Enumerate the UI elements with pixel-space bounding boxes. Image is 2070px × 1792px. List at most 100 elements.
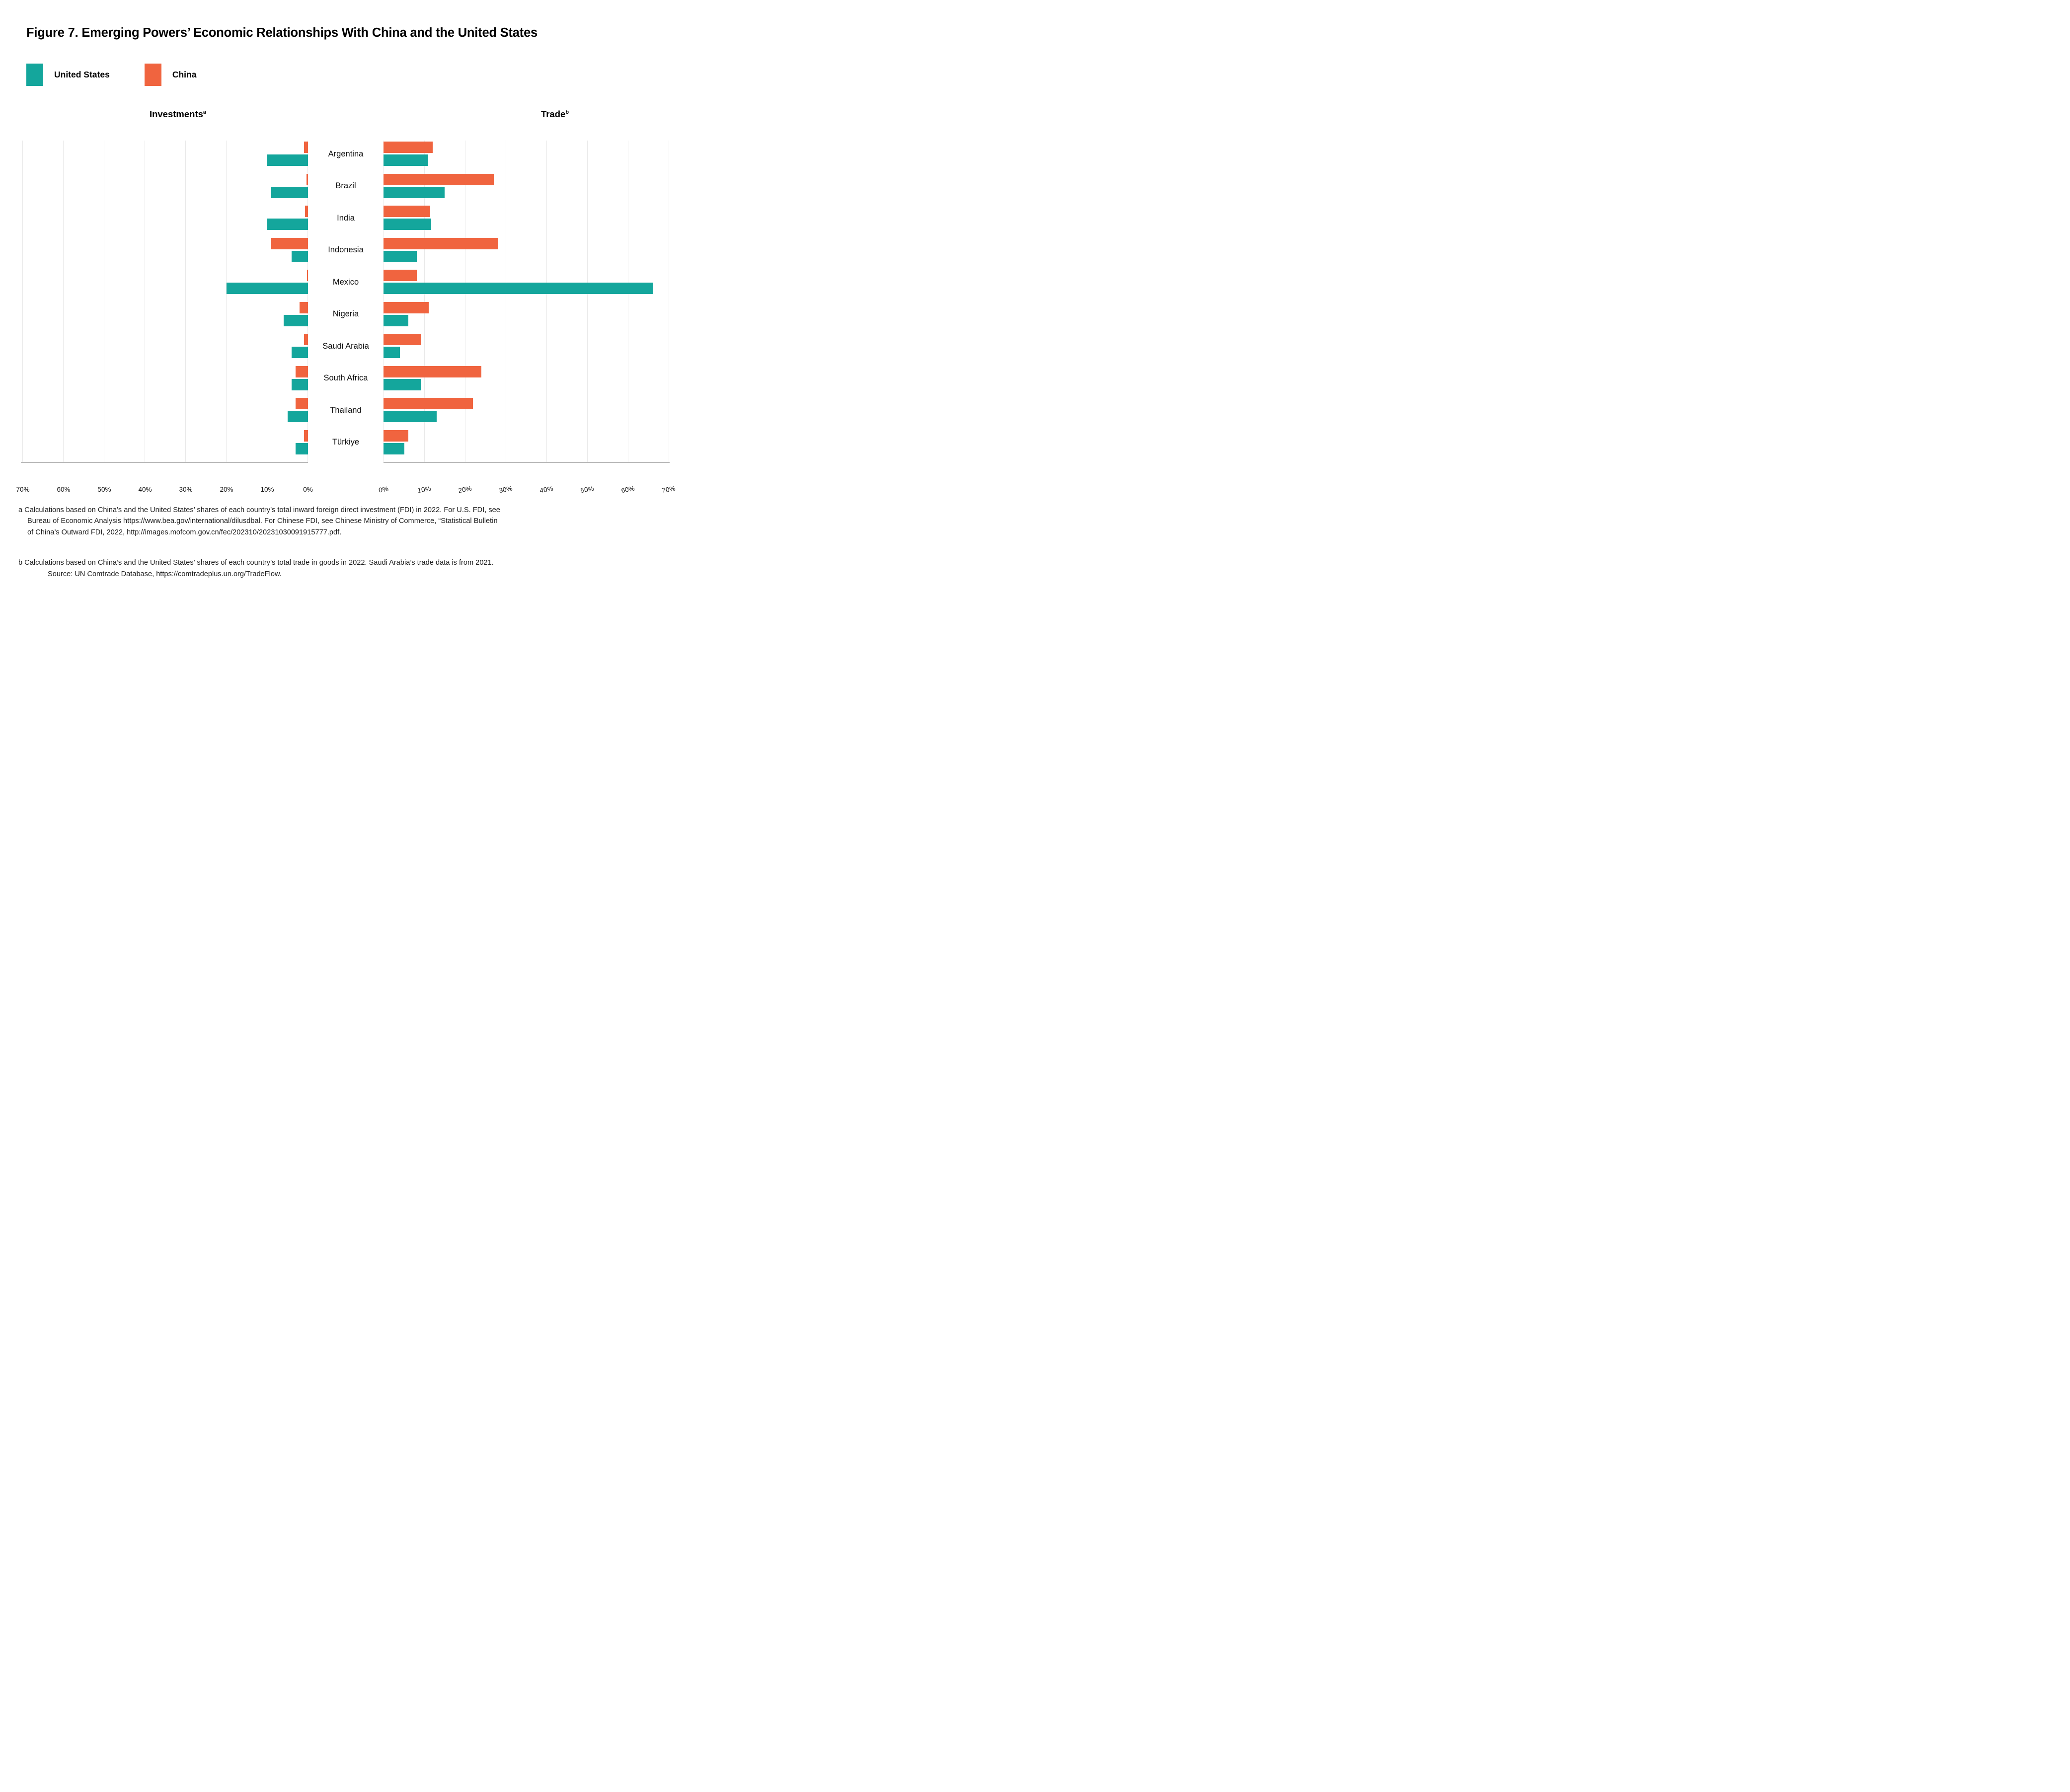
trade-axis: 0% 10% 20% 30% 40% 50% 60% 70% — [378, 484, 676, 500]
investments-row — [21, 333, 308, 365]
trade-row — [383, 237, 670, 269]
footnote-b-line: Source: UN Comtrade Database, https://co… — [48, 570, 282, 578]
investments-china-bar — [304, 334, 308, 345]
investments-china-bar — [304, 430, 308, 442]
investments-axis-tick: 70% — [16, 486, 30, 493]
trade-heading: Tradeb — [541, 109, 569, 120]
footnote-b-line: b Calculations based on China’s and the … — [18, 559, 494, 567]
trade-row — [383, 173, 670, 205]
country-label: Saudi Arabia — [322, 341, 369, 351]
investments-heading-superscript: a — [203, 109, 207, 115]
trade-row — [383, 141, 670, 173]
trade-china-bar — [383, 301, 429, 313]
investments-us-bar — [271, 186, 308, 198]
trade-china-bar — [383, 206, 430, 217]
investments-china-bar — [306, 173, 308, 185]
investments-us-bar — [292, 250, 308, 262]
trade-row — [383, 397, 670, 429]
trade-china-bar — [383, 237, 498, 249]
trade-axis-tick: 0% — [378, 485, 389, 494]
country-label: Nigeria — [332, 309, 359, 319]
investments-china-bar — [305, 206, 308, 217]
country-label: Indonesia — [328, 245, 364, 255]
investments-china-bar — [295, 366, 308, 377]
trade-china-bar — [383, 142, 433, 153]
country-label: Argentina — [328, 149, 364, 158]
trade-us-bar — [383, 186, 445, 198]
country-labels-column: Argentina Brazil India Indonesia Mexico Niger… — [308, 141, 383, 462]
country-label: Thailand — [330, 405, 362, 415]
trade-row — [383, 301, 670, 333]
trade-axis-tick: 30% — [498, 484, 513, 495]
investments-axis-tick: 50% — [97, 486, 111, 493]
investments-row — [21, 205, 308, 237]
investments-row — [21, 237, 308, 269]
investments-row — [21, 429, 308, 461]
investments-us-bar — [267, 154, 308, 166]
trade-row — [383, 429, 670, 461]
trade-row — [383, 205, 670, 237]
trade-china-bar — [383, 366, 481, 377]
trade-us-bar — [383, 347, 400, 358]
figure-title: Figure 7. Emerging Powers’ Economic Rela… — [26, 26, 538, 40]
trade-us-bar — [383, 283, 653, 294]
investments-china-bar — [304, 142, 308, 153]
investments-us-bar — [292, 378, 308, 390]
trade-axis-tick: 20% — [458, 484, 472, 495]
trade-china-bar — [383, 270, 417, 281]
investments-axis-tick: 30% — [179, 486, 193, 493]
investments-us-bar — [292, 347, 308, 358]
trade-heading-superscript: b — [565, 109, 569, 115]
legend-item-united-states: United States — [26, 64, 110, 86]
footnote-a-line: a Calculations based on China’s and the … — [18, 506, 500, 514]
trade-us-bar — [383, 219, 431, 230]
investments-row — [21, 301, 308, 333]
trade-us-bar — [383, 411, 437, 422]
trade-axis-tick: 10% — [417, 484, 432, 495]
trade-china-bar — [383, 398, 473, 409]
trade-row — [383, 333, 670, 365]
trade-us-bar — [383, 154, 429, 166]
investments-china-bar — [295, 398, 308, 409]
figure-page: Figure 7. Emerging Powers’ Economic Rela… — [0, 0, 690, 597]
trade-axis-tick: 50% — [580, 484, 595, 495]
investments-heading-label: Investments — [149, 109, 203, 119]
investments-axis-tick: 40% — [138, 486, 152, 493]
united-states-legend-label: United States — [54, 70, 110, 79]
investments-us-bar — [295, 443, 308, 454]
trade-china-bar — [383, 430, 408, 442]
investments-axis-tick: 60% — [57, 486, 71, 493]
footnotes: a Calculations based on China’s and the … — [0, 505, 690, 580]
investments-axis-tick: 20% — [220, 486, 233, 493]
investments-us-bar — [288, 411, 308, 422]
trade-axis-tick: 40% — [539, 484, 554, 495]
country-label: South Africa — [323, 373, 368, 383]
country-label: Mexico — [332, 277, 359, 287]
investments-row — [21, 269, 308, 301]
trade-us-bar — [383, 314, 408, 326]
investments-plot — [21, 141, 308, 463]
investments-row — [21, 397, 308, 429]
country-label: Brazil — [335, 181, 356, 191]
trade-row — [383, 269, 670, 301]
trade-us-bar — [383, 443, 404, 454]
trade-plot — [383, 141, 670, 463]
trade-heading-label: Trade — [540, 109, 566, 119]
investments-us-bar — [267, 219, 308, 230]
trade-row — [383, 365, 670, 397]
investments-row — [21, 141, 308, 173]
investments-axis-tick: 10% — [260, 486, 274, 493]
investments-us-bar — [283, 314, 308, 326]
butterfly-chart: Argentina Brazil India Indonesia Mexico Niger… — [21, 141, 670, 463]
country-label: India — [337, 213, 355, 223]
investments-heading: Investmentsa — [150, 109, 206, 120]
investments-us-bar — [227, 283, 308, 294]
investments-axis: 70% 60% 50% 40% 30% 20% 10% 0% — [16, 486, 312, 500]
united-states-swatch — [26, 64, 43, 86]
legend: United States China — [26, 64, 196, 86]
investments-china-bar — [271, 237, 308, 249]
trade-axis-tick: 70% — [661, 484, 676, 495]
legend-item-china: China — [144, 64, 196, 86]
investments-china-bar — [299, 301, 308, 313]
trade-us-bar — [383, 378, 421, 390]
